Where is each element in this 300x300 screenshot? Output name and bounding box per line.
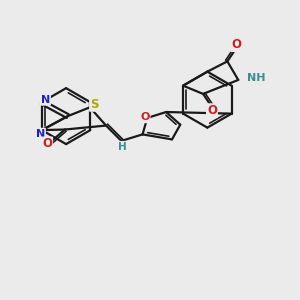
Text: O: O [140,112,150,122]
Text: S: S [90,98,98,111]
Text: O: O [231,38,241,51]
Text: N: N [36,129,45,139]
Text: N: N [41,95,50,105]
Text: O: O [207,104,217,117]
Text: NH: NH [247,74,266,83]
Text: O: O [42,137,52,151]
Text: H: H [118,142,126,152]
